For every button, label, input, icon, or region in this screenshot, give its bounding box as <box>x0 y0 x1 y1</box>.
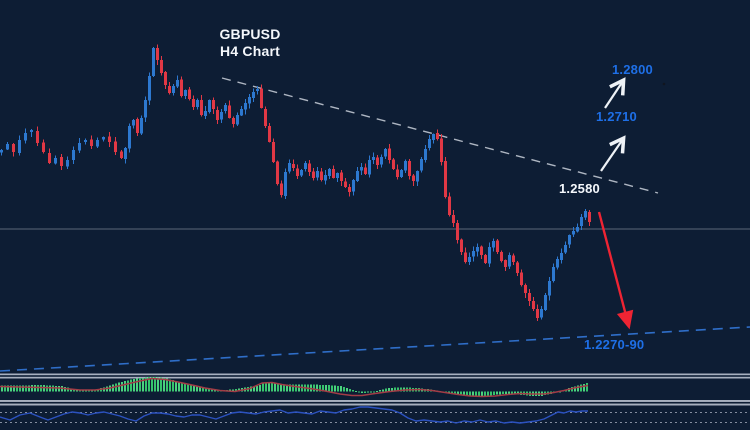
chart-title-symbol: GBPUSD <box>219 26 281 42</box>
descending-resistance <box>221 77 659 194</box>
price-label-resistance: 1.2580 <box>559 181 600 196</box>
chart-title: GBPUSD H4 Chart <box>205 26 295 60</box>
bullish-arrow <box>600 135 626 172</box>
candlesticks <box>0 44 591 322</box>
bullish-arrow <box>604 77 626 109</box>
price-label-target-high: 1.2800 <box>612 62 653 77</box>
chart-title-timeframe: H4 Chart <box>220 43 280 59</box>
price-label-support-zone: 1.2270-90 <box>584 337 645 352</box>
oscillator-line <box>0 406 588 424</box>
price-label-target-mid: 1.2710 <box>596 109 637 124</box>
bearish-arrow <box>597 211 634 330</box>
speck-dot <box>662 82 666 86</box>
signal-line <box>0 377 589 398</box>
ascending-support <box>0 326 750 372</box>
